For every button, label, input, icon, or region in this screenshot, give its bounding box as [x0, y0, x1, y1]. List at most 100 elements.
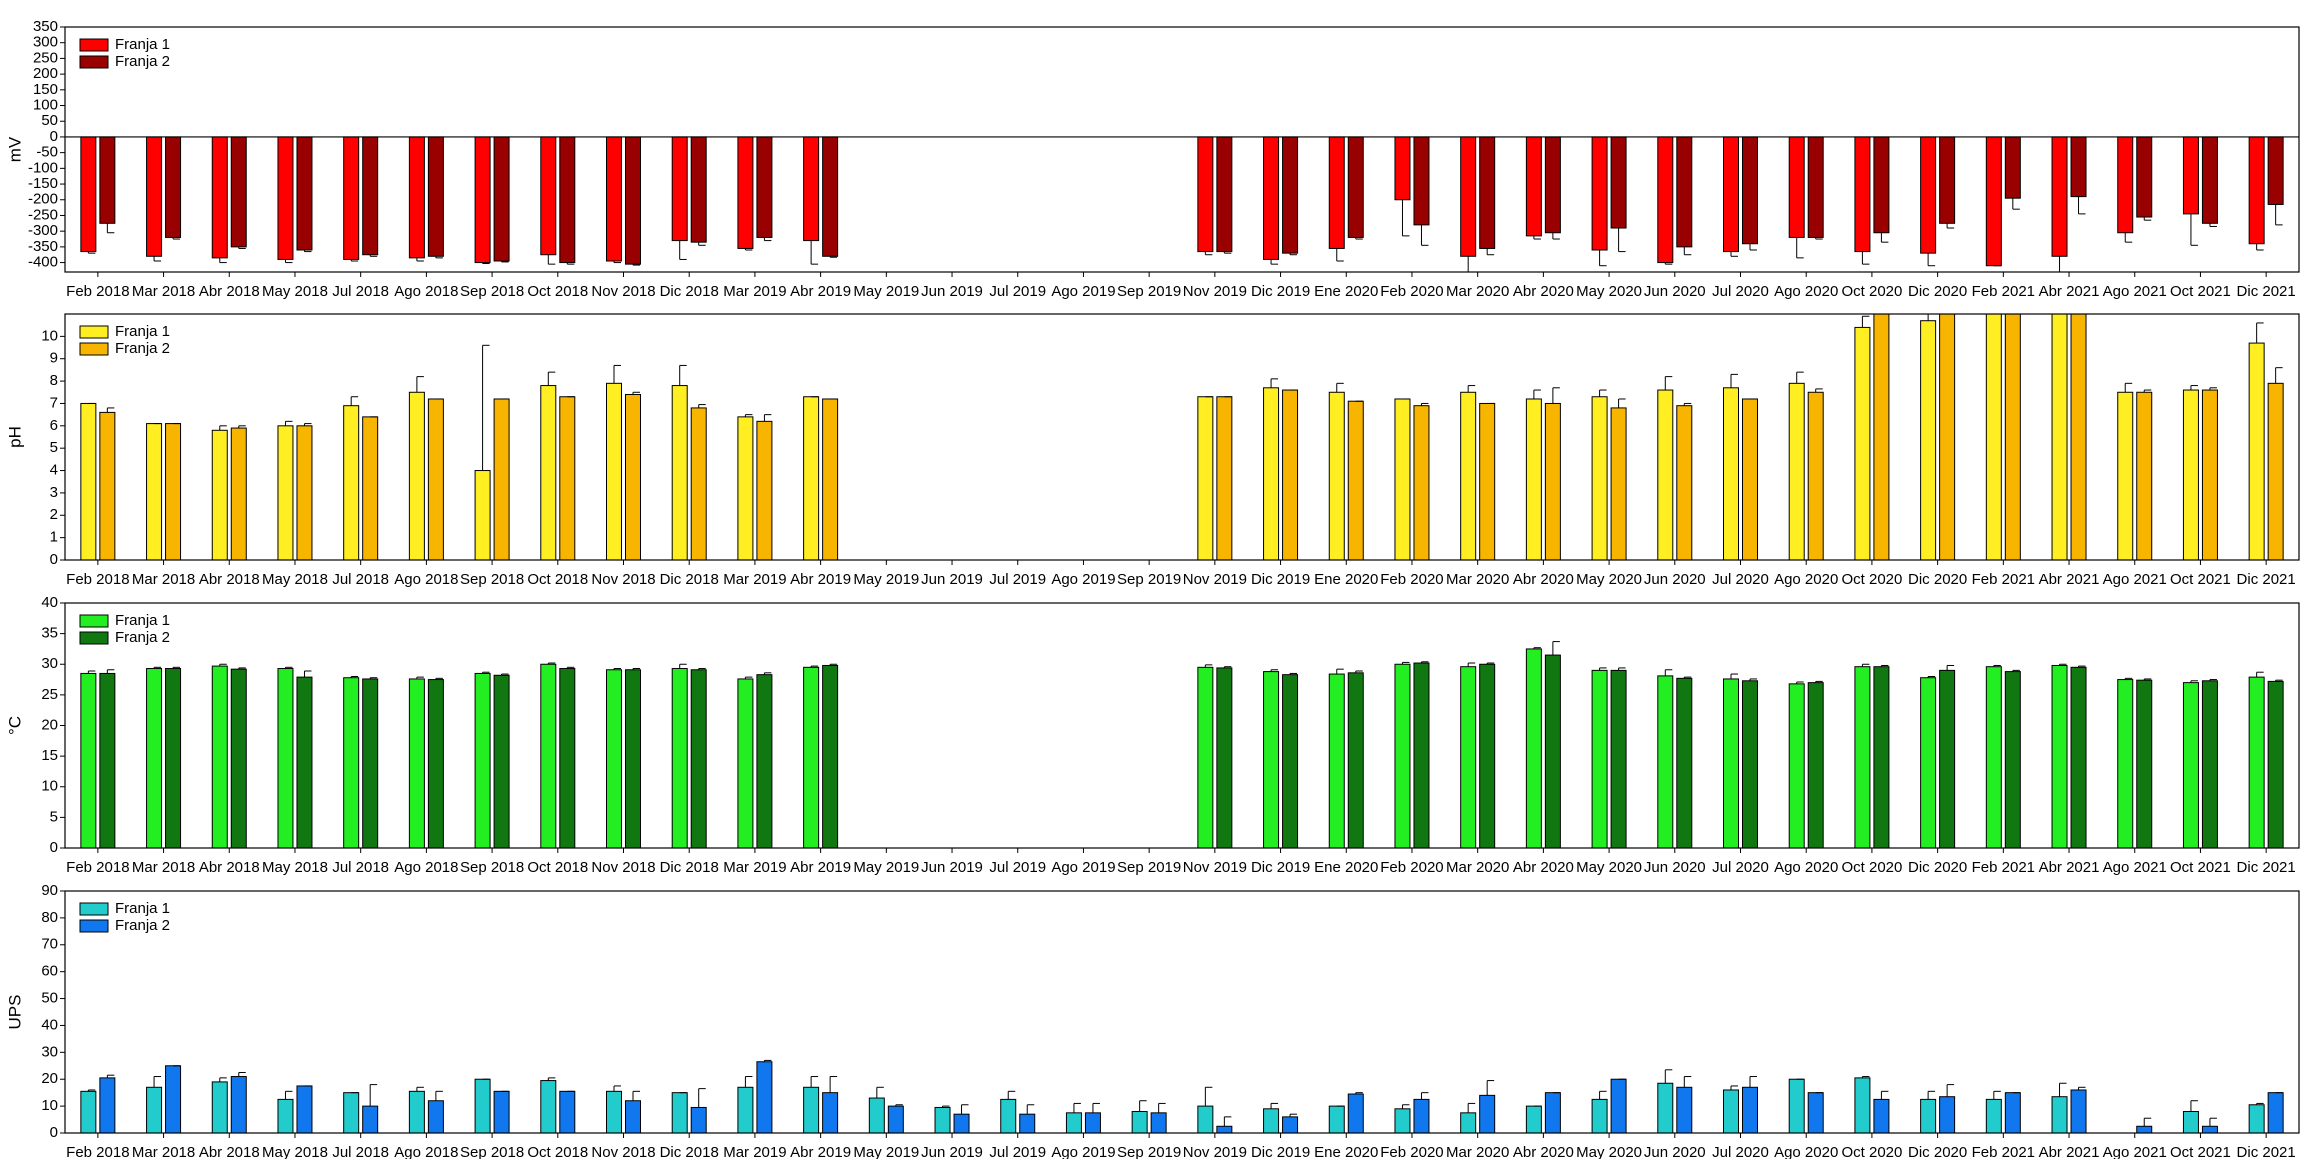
x-tick-label: Jul 2019 [989, 283, 1046, 300]
bar [343, 1092, 360, 1133]
x-tick-label: Nov 2018 [591, 859, 655, 876]
x-tick-label: Feb 2021 [1972, 1144, 2035, 1159]
bar [1610, 669, 1627, 848]
bar [1807, 682, 1824, 848]
x-tick-label: Jun 2020 [1644, 283, 1706, 300]
bar [671, 668, 688, 848]
x-tick-label: May 2018 [262, 571, 328, 588]
x-tick-label: Mar 2019 [723, 571, 786, 588]
bar [2004, 1092, 2021, 1133]
bar [2248, 1104, 2265, 1133]
x-tick-label: May 2018 [262, 859, 328, 876]
x-tick-label: May 2019 [853, 571, 919, 588]
x-tick-label: Ago 2018 [394, 1144, 458, 1159]
bar [408, 1090, 425, 1133]
bar [362, 678, 379, 848]
bar [296, 1085, 313, 1133]
x-tick-label: Mar 2018 [132, 859, 195, 876]
bar [625, 136, 641, 265]
y-tick-label: 20 [41, 716, 58, 733]
x-tick-label: Nov 2018 [591, 1144, 655, 1159]
x-tick-label: Mar 2020 [1446, 1144, 1509, 1159]
plot-area [80, 314, 2284, 560]
bar [1216, 396, 1233, 560]
bar [99, 672, 116, 848]
x-tick-label: Feb 2018 [66, 859, 129, 876]
bar [146, 1086, 163, 1133]
y-tick-label: 10 [41, 1097, 58, 1114]
y-axis-label: °C [5, 716, 24, 735]
bar [1394, 1108, 1411, 1133]
bar [625, 394, 641, 560]
bar [540, 663, 557, 848]
bar [2201, 389, 2218, 560]
x-tick-label: Dic 2020 [1908, 859, 1967, 876]
bar [427, 398, 444, 560]
bar [408, 391, 425, 560]
y-axis-label: pH [5, 426, 24, 448]
y-axis-label: UPS [5, 995, 24, 1030]
x-tick-label: Ago 2021 [2103, 283, 2167, 300]
bar [427, 1100, 444, 1133]
bar [822, 1092, 839, 1133]
bar [2004, 671, 2021, 848]
legend-label: Franja 1 [115, 36, 170, 53]
bar [2004, 136, 2021, 199]
x-tick-label: Mar 2019 [723, 1144, 786, 1159]
bar [211, 665, 228, 848]
x-tick-label: Ene 2020 [1314, 283, 1378, 300]
bar [1939, 1096, 1956, 1133]
bar [1723, 678, 1739, 848]
legend-swatch [79, 902, 109, 916]
x-tick-label: Abr 2021 [2039, 571, 2100, 588]
x-tick-label: Abr 2020 [1513, 859, 1574, 876]
y-tick-label: -200 [28, 191, 58, 208]
x-tick-label: Jun 2019 [921, 571, 983, 588]
bar [887, 1105, 904, 1133]
y-tick-label: 9 [50, 350, 58, 367]
bar [868, 1097, 885, 1133]
bar [296, 676, 313, 848]
bar [1676, 677, 1693, 848]
bar [756, 674, 773, 848]
bar [1788, 683, 1805, 848]
bar [1854, 136, 1871, 253]
x-tick-label: Abr 2020 [1513, 571, 1574, 588]
x-tick-label: May 2020 [1576, 571, 1642, 588]
bar [1131, 1110, 1148, 1133]
bar [1657, 389, 1674, 560]
bar [1920, 1098, 1937, 1133]
x-tick-label: Oct 2018 [527, 283, 588, 300]
x-tick-label: Dic 2018 [660, 1144, 719, 1159]
y-tick-label: 40 [41, 1016, 58, 1033]
x-tick-label: Feb 2020 [1380, 571, 1443, 588]
x-tick-label: Jun 2020 [1644, 571, 1706, 588]
x-tick-label: Mar 2018 [132, 283, 195, 300]
bar [1985, 314, 2002, 560]
bar [606, 669, 622, 848]
bar [1525, 648, 1542, 848]
x-tick-label: May 2020 [1576, 1144, 1642, 1159]
x-tick-label: Sep 2018 [460, 283, 524, 300]
y-tick-label: 15 [41, 747, 58, 764]
legend-label: Franja 2 [115, 917, 170, 934]
bar [1854, 1077, 1871, 1133]
x-tick-label: Abr 2021 [2039, 859, 2100, 876]
x-tick-label: Abr 2019 [790, 1144, 851, 1159]
bar [1591, 396, 1608, 560]
bar [146, 136, 163, 257]
bar [1150, 1112, 1167, 1133]
bar [756, 420, 773, 560]
x-tick-label: Nov 2019 [1183, 1144, 1247, 1159]
bar [1479, 136, 1496, 249]
bar [2182, 389, 2199, 560]
y-tick-label: 350 [33, 18, 58, 35]
x-tick-label: Ago 2021 [2103, 1144, 2167, 1159]
y-tick-label: 6 [50, 417, 58, 434]
bar [1328, 136, 1345, 249]
bar [756, 1061, 773, 1133]
bar [1065, 1112, 1082, 1133]
bar [2136, 1125, 2153, 1133]
x-tick-label: Mar 2020 [1446, 859, 1509, 876]
y-tick-label: 10 [41, 327, 58, 344]
